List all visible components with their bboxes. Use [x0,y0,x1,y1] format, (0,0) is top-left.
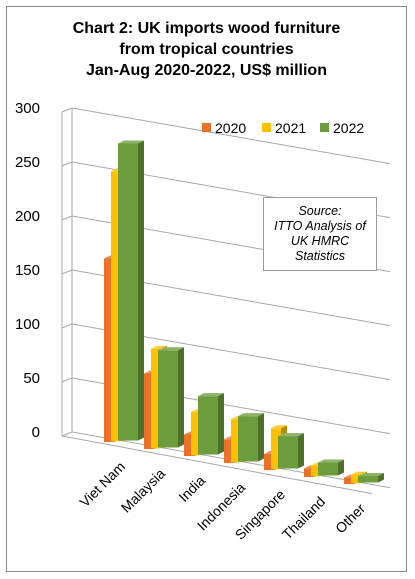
legend-label: 2020 [215,120,246,136]
y-tick-label: 100 [15,316,40,333]
bar-front [151,348,161,449]
bar [318,459,344,476]
bar-side [178,347,184,448]
bar [118,140,144,441]
y-tick-label: 0 [32,424,40,441]
gridline-side [61,323,73,329]
legend-swatch [262,123,271,132]
chart-title: Chart 2: UK imports wood furniture from … [6,18,407,81]
bar-front [278,436,298,469]
bar-front [198,396,218,455]
bar-front [158,350,178,448]
bar [358,473,384,483]
bar-front [118,143,138,441]
source-note-line-2: ITTO Analysis of [274,219,366,233]
y-tick-label: 250 [15,154,40,171]
bar-front [144,373,154,450]
bar-side [378,473,384,483]
bars [104,140,384,485]
bar-front [344,477,354,485]
legend: 2020 2021 2022 [202,120,364,136]
bar-front [231,419,241,463]
gridline-side [61,269,73,275]
x-tick-label: Malaysia [118,465,169,516]
bar-top [238,413,264,417]
bar-side [218,393,224,455]
gridline [71,107,391,165]
y-axis: 0 50 100 150 200 250 300 [15,100,40,441]
source-note-line-1: Source: [298,204,342,218]
legend-swatch [202,123,211,132]
bar [238,413,264,462]
bar-side [258,413,264,462]
bar-front [111,171,121,442]
floor-line [61,435,373,495]
gridline-side [61,431,73,437]
bar-top [151,345,167,349]
gridline-side [61,161,73,167]
bar-top [278,433,304,437]
bar-top [318,459,344,463]
legend-label: 2021 [275,120,306,136]
bar [158,347,184,448]
source-note: Source: ITTO Analysis of UK HMRC Statist… [263,197,377,271]
x-tick-label: Other [332,500,368,536]
bar-front [358,476,378,483]
chart-title-line-3: Jan-Aug 2020-2022, US$ million [86,62,327,79]
bar-top [158,347,184,351]
x-tick-label: India [175,472,208,505]
bar-front [311,465,321,477]
source-note-line-3: UK HMRC [290,234,350,248]
gridline-side [61,215,73,221]
bar [198,393,224,455]
bar-front [191,412,201,456]
bar-front [304,468,314,478]
bar-top [358,473,384,477]
bar-front [318,462,338,476]
bar [278,433,304,469]
legend-swatch [320,123,329,132]
chart-title-line-1: Chart 2: UK imports wood furniture [72,20,341,37]
source-note-line-4: Statistics [294,249,345,263]
y-tick-label: 150 [15,262,40,279]
bar-front [351,474,361,484]
bar-top [271,425,287,429]
y-tick-label: 200 [15,208,40,225]
bar-side [138,140,144,441]
bar-front [104,258,114,443]
bar-side [338,459,344,476]
gridline-side [61,107,73,113]
legend-label: 2022 [333,120,364,136]
y-tick-label: 50 [23,370,40,387]
bar-front [184,434,194,457]
bar-front [264,453,274,471]
bar-top [198,393,224,397]
chart-title-line-2: from tropical countries [119,41,294,58]
bar-front [238,416,258,462]
bar-top [351,471,367,475]
chart-frame [6,6,407,572]
bar-top [118,140,144,144]
y-tick-label: 300 [15,100,40,117]
bar-front [271,428,281,470]
bar-side [298,433,304,469]
x-tick-label: Thailand [279,493,328,542]
bar-front [224,439,234,464]
gridline-side [61,377,73,383]
